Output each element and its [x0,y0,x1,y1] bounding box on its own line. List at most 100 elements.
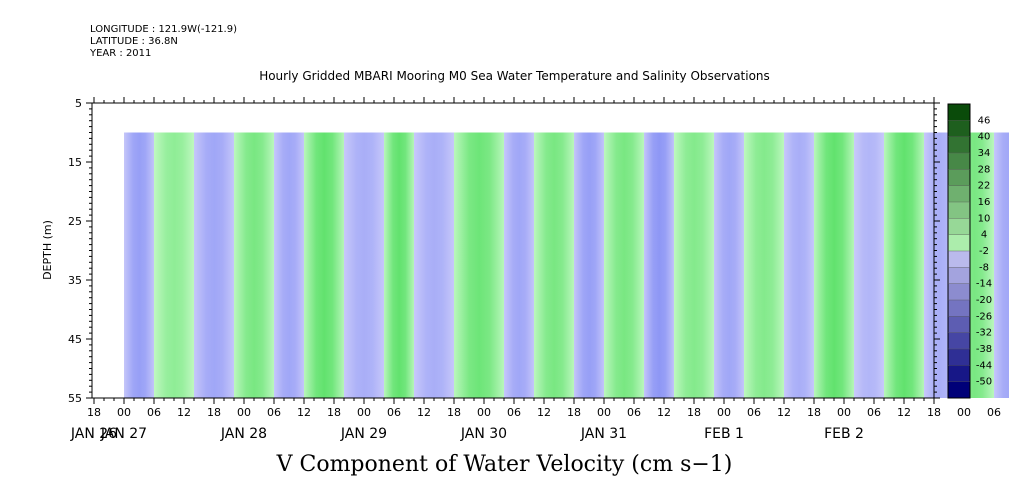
x-hour-label: 18 [567,406,581,419]
heatmap-cell [124,132,155,398]
x-day-label: JAN 31 [580,426,627,442]
colorbar-label: 22 [978,181,991,192]
heatmap-cell [674,132,715,398]
x-hour-label: 06 [987,406,1001,419]
colorbar-label: 40 [978,132,991,143]
colorbar-label: 28 [978,164,991,175]
heatmap-cell [504,132,535,398]
colorbar-swatch [948,381,970,399]
x-hour-label: 00 [837,406,851,419]
x-day-label: JAN 26 [70,426,117,442]
heatmap-cell [534,132,575,398]
colorbar-swatch [948,234,970,252]
colorbar-swatch [948,349,970,366]
x-hour-label: 06 [507,406,521,419]
x-day-label: FEB 1 [704,426,744,442]
x-hour-label: 12 [417,406,431,419]
year-label: YEAR : 2011 [90,48,152,59]
y-tick-label: 15 [68,156,82,169]
heatmap-cell [414,132,455,398]
colorbar-swatch [948,300,970,317]
x-hour-label: 06 [267,406,281,419]
colorbar-label: -44 [976,360,992,371]
colorbar-swatch [948,120,970,137]
colorbar-swatch [948,104,970,121]
x-hour-label: 18 [207,406,221,419]
y-tick-label: 35 [68,274,82,287]
x-hour-label: 18 [327,406,341,419]
x-hour-label: 18 [927,406,941,419]
colorbar-swatch [948,153,970,170]
x-hour-label: 00 [717,406,731,419]
heatmap-cell [304,132,345,398]
x-hour-label: 18 [687,406,701,419]
heatmap-cell [344,132,385,398]
y-axis-label: DEPTH (m) [41,220,54,280]
heatmap-cell [574,132,605,398]
x-hour-label: 06 [627,406,641,419]
x-hour-label: 18 [807,406,821,419]
colorbar-label: -20 [976,295,992,306]
x-hour-label: 06 [747,406,761,419]
x-hour-label: 12 [777,406,791,419]
x-hour-label: 00 [597,406,611,419]
y-tick-label: 55 [68,392,82,405]
heatmap-cell [744,132,785,398]
x-hour-label: 18 [87,406,101,419]
location-info: LONGITUDE : 121.9W(-121.9) LATITUDE : 36… [90,24,237,60]
heatmap-cell [854,132,885,398]
x-hour-label: 06 [387,406,401,419]
colorbar-swatch [948,283,970,301]
latitude-label: LATITUDE : 36.8N [90,36,178,47]
x-hour-label: 00 [117,406,131,419]
x-hour-label: 00 [237,406,251,419]
colorbar-label: 46 [978,115,991,126]
colorbar-swatch [948,251,970,268]
colorbar-label: -8 [979,262,989,273]
variable-title: V Component of Water Velocity (cm s−1) [276,452,733,477]
heatmap-cell [814,132,855,398]
x-hour-label: 12 [297,406,311,419]
colorbar-swatch [948,169,970,186]
x-hour-label: 00 [357,406,371,419]
heatmap-cell [784,132,815,398]
colorbar-label: -26 [976,311,992,322]
y-tick-label: 5 [75,97,82,110]
longitude-label: LONGITUDE : 121.9W(-121.9) [90,24,237,35]
heatmap-cell [384,132,415,398]
x-day-label: JAN 29 [340,426,387,442]
colorbar-label: 10 [978,213,991,224]
heatmap-cell [274,132,305,398]
x-day-label: JAN 28 [220,426,267,442]
x-hour-label: 12 [177,406,191,419]
axes: 18 00 06 12 18 00 06 12 18 00 06 12 18 00 06 12 18 00 06 12… [41,97,1001,442]
colorbar-swatch [948,136,970,154]
colorbar-label: -2 [979,246,989,257]
heatmap-cell [604,132,645,398]
x-hour-label: 12 [537,406,551,419]
heatmap-cell [884,132,925,398]
colorbar-label: 4 [981,230,987,241]
colorbar-swatch [948,218,970,235]
x-day-label: FEB 2 [824,426,864,442]
colorbar-label: -50 [976,377,992,388]
heatmap-cell [454,132,505,398]
heatmap-cell [714,132,745,398]
x-hour-label: 06 [147,406,161,419]
colorbar-label: -14 [976,279,992,290]
x-day-label: JAN 30 [460,426,507,442]
heatmap-cell [154,132,195,398]
y-tick-label: 25 [68,215,82,228]
heatmap-cell [194,132,235,398]
colorbar-label: 16 [978,197,991,208]
colorbar-swatch [948,185,970,203]
colorbar-swatch [948,316,970,333]
x-hour-label: 12 [897,406,911,419]
heatmap-cell [644,132,675,398]
x-hour-label: 12 [657,406,671,419]
x-hour-label: 06 [867,406,881,419]
x-hour-label: 18 [447,406,461,419]
colorbar-label: -32 [976,328,992,339]
x-day-label: JAN 27 [100,426,147,442]
